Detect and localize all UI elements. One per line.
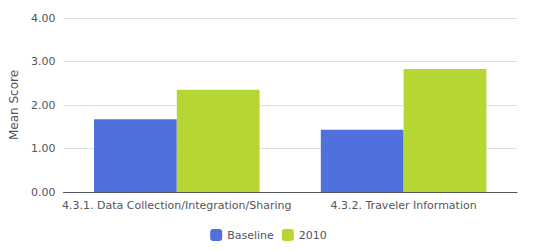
svg-text:Mean Score: Mean Score	[7, 70, 21, 140]
svg-text:0.00: 0.00	[31, 186, 56, 199]
svg-text:4.3.1. Data Collection/Integra: 4.3.1. Data Collection/Integration/Shari…	[62, 199, 291, 212]
svg-text:2.00: 2.00	[31, 99, 56, 112]
svg-text:3.00: 3.00	[31, 55, 56, 68]
svg-text:Baseline: Baseline	[227, 229, 274, 242]
svg-text:4.3.2. Traveler Information: 4.3.2. Traveler Information	[331, 199, 477, 212]
svg-text:4.00: 4.00	[31, 12, 56, 25]
svg-text:1.00: 1.00	[31, 142, 56, 155]
svg-text:2010: 2010	[299, 229, 327, 242]
